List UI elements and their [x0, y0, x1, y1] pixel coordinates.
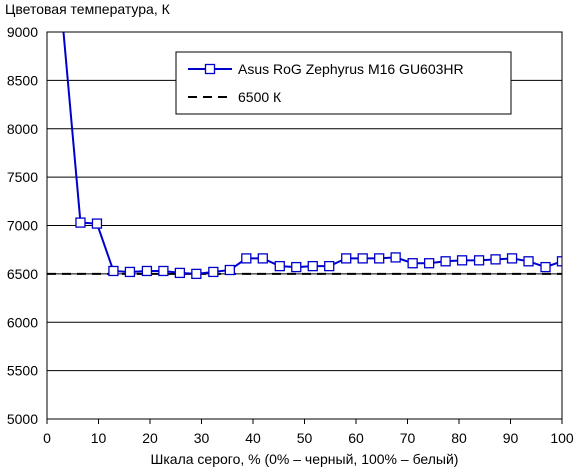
data-point [423, 258, 435, 269]
data-point [556, 256, 562, 267]
data-point [124, 266, 136, 278]
y-tick-label: 7500 [7, 169, 38, 185]
data-point [324, 260, 335, 272]
legend-box [175, 51, 512, 115]
data-point [407, 258, 418, 269]
x-tick-label: 100 [550, 430, 574, 446]
x-tick-label: 40 [245, 430, 261, 446]
legend-label-reference: 6500 К [238, 89, 282, 105]
data-point [224, 264, 235, 276]
y-axis: 5000 5500 6000 6500 7000 7500 8000 8500 9000 [7, 24, 38, 427]
y-tick-label: 9000 [7, 24, 38, 40]
legend: Asus RoG Zephyrus M16 GU603HR 6500 К [175, 51, 512, 115]
x-axis: 0 10 20 30 40 50 60 70 80 90 100 [43, 419, 574, 446]
data-point [523, 256, 534, 267]
data-point [274, 260, 285, 272]
data-point [91, 218, 103, 229]
y-tick-label: 6500 [7, 266, 38, 282]
data-point [473, 255, 485, 266]
data-point [390, 252, 401, 263]
x-tick-label: 10 [91, 430, 107, 446]
data-point [291, 261, 302, 273]
data-point [506, 253, 518, 264]
data-point [108, 265, 119, 277]
series-group [62, 32, 562, 280]
x-tick-label: 20 [142, 430, 158, 446]
data-point [374, 253, 385, 264]
y-tick-label: 5500 [7, 363, 38, 379]
data-point [456, 255, 468, 266]
y-tick-label: 8500 [7, 72, 38, 88]
data-point [257, 253, 268, 264]
data-point [174, 267, 186, 279]
y-axis-title: Цветовая температура, К [5, 1, 171, 17]
x-tick-label: 50 [297, 430, 313, 446]
y-tick-label: 5000 [7, 411, 38, 427]
x-tick-label: 0 [43, 430, 51, 446]
data-point [490, 254, 501, 265]
data-point [440, 256, 451, 267]
data-point [341, 253, 352, 264]
data-point [158, 265, 169, 277]
y-tick-label: 6000 [7, 314, 38, 330]
data-point [357, 253, 368, 264]
legend-label-series: Asus RoG Zephyrus M16 GU603HR [238, 61, 464, 77]
data-point [307, 260, 318, 272]
y-tick-label: 8000 [7, 121, 38, 137]
data-point [75, 217, 86, 228]
x-axis-title: Шкала серого, % (0% – черный, 100% – бел… [151, 451, 459, 467]
x-tick-label: 70 [400, 430, 416, 446]
x-tick-label: 80 [451, 430, 467, 446]
data-point [241, 253, 252, 264]
x-tick-label: 30 [194, 430, 210, 446]
data-point [208, 266, 219, 278]
legend-marker-series [204, 63, 216, 75]
data-point [540, 261, 551, 273]
data-point [191, 268, 202, 280]
y-tick-label: 7000 [7, 218, 38, 234]
data-point [141, 265, 153, 277]
x-tick-label: 60 [348, 430, 364, 446]
x-tick-label: 90 [503, 430, 519, 446]
